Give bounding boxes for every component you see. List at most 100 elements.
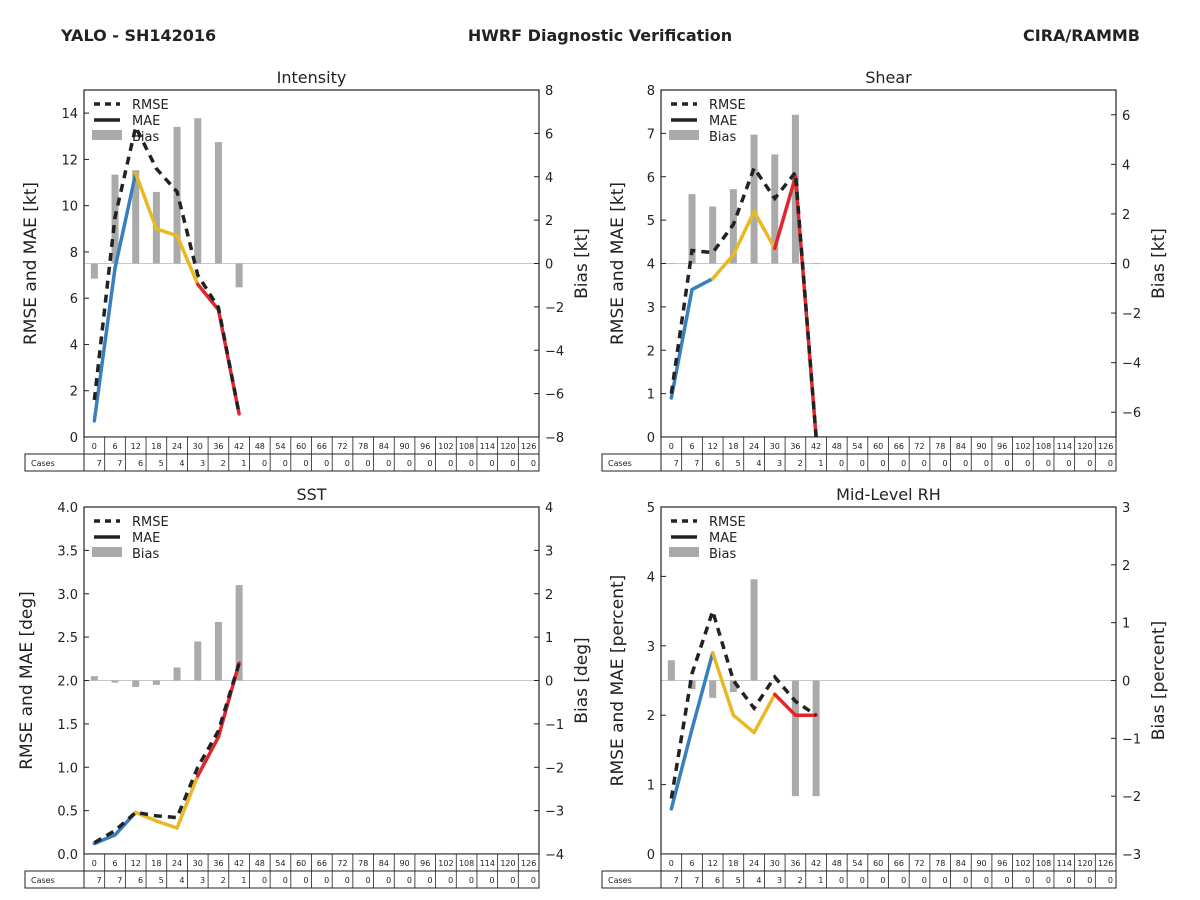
forecast-hour-label: 84 xyxy=(956,859,966,868)
case-count: 2 xyxy=(798,459,803,468)
forecast-hour-label: 0 xyxy=(92,859,97,868)
forecast-hour-label: 120 xyxy=(500,442,515,451)
case-count: 0 xyxy=(1046,876,1051,885)
case-count: 3 xyxy=(200,459,205,468)
case-count: 6 xyxy=(715,459,720,468)
forecast-hour-label: 72 xyxy=(337,442,347,451)
legend-mae-label: MAE xyxy=(709,531,737,546)
case-count: 0 xyxy=(1046,459,1051,468)
case-count: 5 xyxy=(159,459,164,468)
y2-tick-label: 0 xyxy=(545,258,553,273)
y-tick-label: 5 xyxy=(647,501,655,516)
y2-tick-label: −6 xyxy=(1122,406,1141,421)
forecast-hour-label: 30 xyxy=(193,859,203,868)
y-tick-label: 10 xyxy=(61,200,78,215)
mae-line-segment xyxy=(92,266,117,423)
y2-tick-label: −4 xyxy=(545,344,564,359)
forecast-hour-label: 126 xyxy=(521,859,536,868)
case-count: 0 xyxy=(880,459,885,468)
case-count: 7 xyxy=(694,459,699,468)
y-tick-label: 3.5 xyxy=(57,544,78,559)
y-tick-label: 4.0 xyxy=(57,501,78,516)
forecast-hour-label: 36 xyxy=(213,442,223,451)
y2-tick-label: 0 xyxy=(1122,258,1130,273)
case-count: 1 xyxy=(241,459,246,468)
case-count: 5 xyxy=(736,876,741,885)
forecast-hour-label: 18 xyxy=(151,442,161,451)
case-count: 0 xyxy=(283,459,288,468)
case-count: 0 xyxy=(1067,459,1072,468)
y2-tick-label: 2 xyxy=(1122,559,1130,574)
y2-tick-label: −3 xyxy=(1122,848,1141,863)
case-count: 6 xyxy=(138,459,143,468)
y-axis-label: RMSE and MAE [kt] xyxy=(21,182,41,345)
bias-bar xyxy=(771,154,779,264)
bias-bar xyxy=(214,142,222,264)
y-tick-label: 4 xyxy=(647,570,655,585)
forecast-hour-label: 18 xyxy=(728,859,738,868)
legend-rmse-label: RMSE xyxy=(132,515,169,530)
legend-rmse-label: RMSE xyxy=(132,98,169,113)
y2-tick-label: 4 xyxy=(545,501,553,516)
bias-bar xyxy=(667,263,675,265)
case-count: 7 xyxy=(694,876,699,885)
case-count: 0 xyxy=(1108,876,1113,885)
cases-label: Cases xyxy=(31,876,55,885)
case-count: 0 xyxy=(901,459,906,468)
y-tick-label: 2 xyxy=(647,344,655,359)
y-tick-label: 4 xyxy=(70,338,78,353)
forecast-hour-label: 30 xyxy=(770,859,780,868)
forecast-hour-label: 42 xyxy=(234,859,244,868)
forecast-hour-label: 96 xyxy=(997,859,1007,868)
y2-tick-label: −4 xyxy=(1122,357,1141,372)
mae-line-segment xyxy=(669,727,694,811)
case-count: 7 xyxy=(674,459,679,468)
y-tick-label: 14 xyxy=(61,107,78,122)
forecast-hour-label: 36 xyxy=(790,442,800,451)
case-count: 0 xyxy=(1004,459,1009,468)
forecast-hour-label: 24 xyxy=(172,442,182,451)
forecast-hour-label: 30 xyxy=(770,442,780,451)
forecast-hour-label: 12 xyxy=(131,442,141,451)
y-tick-label: 2.5 xyxy=(57,631,78,646)
case-count: 2 xyxy=(798,876,803,885)
case-count: 7 xyxy=(97,459,102,468)
y2-tick-label: 6 xyxy=(1122,109,1130,124)
y-tick-label: 8 xyxy=(647,84,655,99)
legend-rmse-label: RMSE xyxy=(709,98,746,113)
forecast-hour-label: 102 xyxy=(1015,442,1030,451)
y-tick-label: 3.0 xyxy=(57,588,78,603)
forecast-hour-label: 30 xyxy=(193,442,203,451)
forecast-hour-label: 6 xyxy=(112,442,117,451)
case-count: 7 xyxy=(117,876,122,885)
case-count: 1 xyxy=(818,876,823,885)
forecast-hour-label: 102 xyxy=(438,859,453,868)
case-count: 0 xyxy=(262,876,267,885)
bias-bar xyxy=(132,680,140,688)
y-tick-label: 6 xyxy=(647,171,655,186)
forecast-hour-label: 18 xyxy=(728,442,738,451)
mae-line-segment xyxy=(113,171,138,270)
y-tick-label: 0 xyxy=(647,431,655,446)
y-axis-label: RMSE and MAE [deg] xyxy=(17,591,37,770)
forecast-hour-label: 72 xyxy=(914,859,924,868)
case-count: 0 xyxy=(386,876,391,885)
forecast-hour-label: 108 xyxy=(459,859,474,868)
forecast-hour-label: 114 xyxy=(1057,859,1072,868)
forecast-hour-label: 120 xyxy=(1077,442,1092,451)
forecast-hour-label: 90 xyxy=(399,859,409,868)
case-count: 0 xyxy=(984,459,989,468)
y2-tick-label: 6 xyxy=(545,127,553,142)
forecast-hour-label: 48 xyxy=(255,442,265,451)
y2-axis-label: Bias [percent] xyxy=(1149,621,1169,740)
forecast-hour-label: 6 xyxy=(689,859,694,868)
bias-bar xyxy=(214,621,222,681)
case-count: 0 xyxy=(860,459,865,468)
case-count: 0 xyxy=(262,459,267,468)
y-tick-label: 0 xyxy=(70,431,78,446)
legend-bias-label: Bias xyxy=(132,130,159,145)
legend-bias-label: Bias xyxy=(709,547,736,562)
y2-tick-label: −8 xyxy=(545,431,564,446)
bias-bar xyxy=(152,680,160,685)
